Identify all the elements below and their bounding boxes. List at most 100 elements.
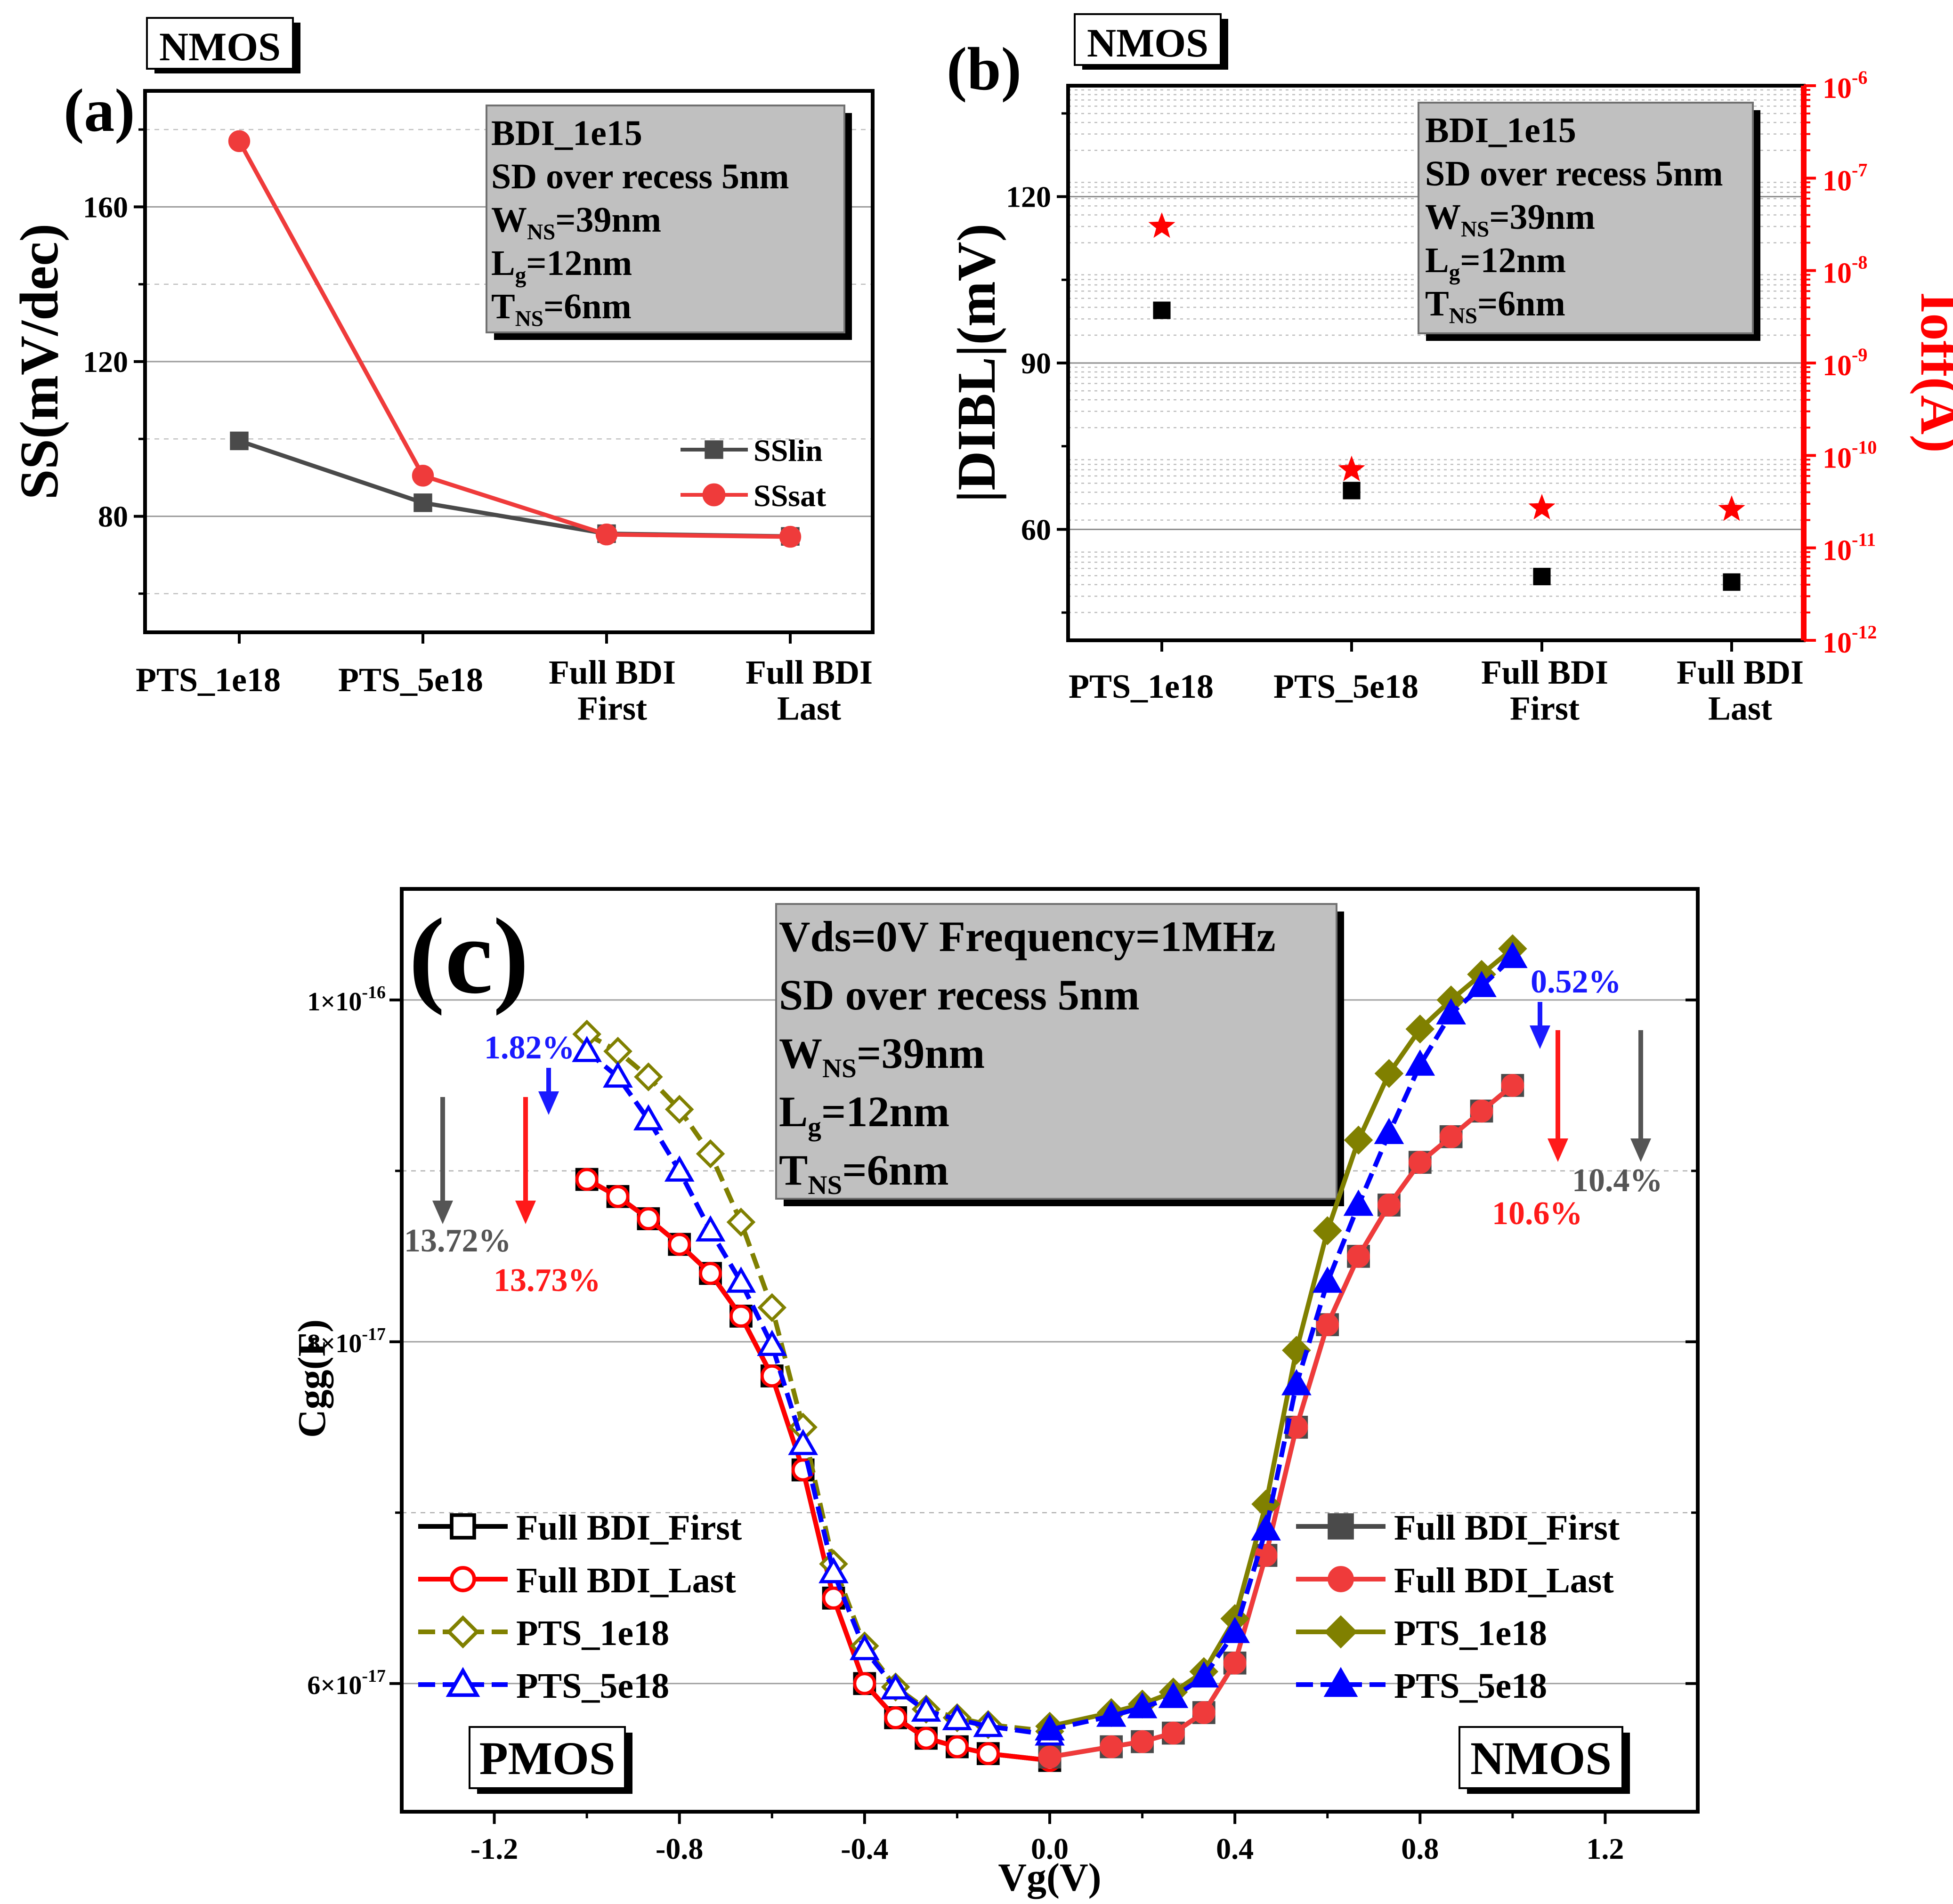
legend-label: Full BDI_Last bbox=[1394, 1561, 1614, 1600]
arrow-head bbox=[1548, 1138, 1568, 1162]
percent-annotation: 13.72% bbox=[404, 1223, 511, 1259]
panel-a-data bbox=[228, 130, 802, 548]
cgg-point-NMOS bbox=[1220, 1617, 1250, 1643]
legend-marker bbox=[450, 1513, 476, 1540]
panel-c-nmos-tag: NMOS bbox=[1459, 1726, 1630, 1794]
panel-a: NMOS (a) BDI_1e15 SD over recess 5nm WNS=3… bbox=[9, 17, 875, 727]
cgg-point-NMOS bbox=[1254, 1544, 1278, 1567]
cgg-point-NMOS bbox=[1378, 1194, 1401, 1217]
legend-label: PTS_1e18 bbox=[1394, 1614, 1547, 1653]
info-line: SD over recess 5nm bbox=[779, 971, 1140, 1019]
cgg-point-NMOS bbox=[1470, 1099, 1493, 1123]
panel-b-axes: 60 90 120 10-12 10-11 10-10 10-9 10-8 10-7 10-6 PT… bbox=[947, 67, 1953, 727]
panel-b-info-box: BDI_1e15 SD over recess 5nmWNS=39nmLg=12n… bbox=[1418, 102, 1760, 341]
category-label: PTS_1e18 bbox=[136, 661, 281, 699]
legend-marker bbox=[446, 1615, 480, 1649]
y2-tick-label: 10-12 bbox=[1823, 621, 1877, 659]
legend-marker bbox=[1328, 1513, 1354, 1540]
x-tick-label: 0.4 bbox=[1216, 1832, 1254, 1865]
y-tick-label: 120 bbox=[1006, 180, 1051, 214]
cgg-point-PMOS bbox=[976, 1742, 1000, 1765]
cgg-point-PMOS bbox=[822, 1586, 845, 1610]
y2-axis-label: Ioff(A) bbox=[1909, 292, 1953, 452]
panel-c-axes: -1.2 -0.8 -0.4 0.0 0.4 0.8 1.2 6×10-17 8×10-17 1×… bbox=[290, 983, 1698, 1899]
cgg-point-PMOS bbox=[915, 1727, 938, 1750]
cgg-point-NMOS bbox=[1313, 1216, 1342, 1245]
info-line: SD over recess 5nm bbox=[491, 157, 789, 196]
panel-b-data bbox=[1148, 212, 1745, 591]
legend-label: PTS_1e18 bbox=[516, 1614, 669, 1653]
legend-label: SSsat bbox=[754, 479, 826, 513]
cgg-point-NMOS bbox=[1127, 1692, 1158, 1718]
y-axis-label: SS(mV/dec) bbox=[9, 224, 70, 500]
cgg-point-PMOS bbox=[760, 1364, 784, 1388]
y-tick-label: 60 bbox=[1021, 513, 1051, 546]
arrow-head bbox=[432, 1201, 453, 1224]
panel-c-legends: Full BDI_First Full BDI_Last PTS_1e18 PTS_5… bbox=[418, 1508, 1620, 1706]
x-tick-label: 0.0 bbox=[1031, 1832, 1069, 1865]
panel-c-info-box: Vds=0V Frequency=1MHz SD over recess 5nm W… bbox=[775, 903, 1344, 1206]
cgg-point-PMOS bbox=[606, 1185, 630, 1208]
cgg-point-NMOS bbox=[1467, 971, 1497, 997]
y2-tick-label: 10-6 bbox=[1823, 67, 1867, 105]
cgg-point-PMOS bbox=[696, 1139, 725, 1169]
cgg-point-PMOS bbox=[729, 1305, 753, 1328]
legend-marker bbox=[450, 1566, 476, 1592]
info-line: WNS=39nm bbox=[491, 200, 661, 245]
data-point-SSsat bbox=[595, 523, 618, 546]
panel-c-pmos-tag: PMOS bbox=[469, 1726, 632, 1794]
legend-label: PTS_5e18 bbox=[516, 1666, 669, 1706]
dibl-point bbox=[1723, 573, 1741, 591]
ioff-point bbox=[1528, 493, 1556, 520]
cgg-point-NMOS bbox=[1343, 1189, 1374, 1216]
panel-b-label: (b) bbox=[947, 35, 1021, 103]
x-tick-label: 1.2 bbox=[1586, 1832, 1624, 1865]
cgg-point-NMOS bbox=[1131, 1730, 1154, 1753]
legend-marker bbox=[446, 1667, 480, 1697]
y-tick-label: 1×10-16 bbox=[307, 983, 386, 1017]
panel-a-tag-text: NMOS bbox=[159, 24, 281, 69]
cgg-point-NMOS bbox=[1158, 1682, 1189, 1708]
cgg-point-PMOS bbox=[633, 1104, 664, 1130]
legend-label: Full BDI_Last bbox=[516, 1561, 736, 1600]
cgg-point-PMOS bbox=[699, 1262, 722, 1285]
cgg-point-PMOS bbox=[757, 1293, 787, 1323]
cgg-point-PMOS bbox=[664, 1155, 695, 1182]
cgg-point-PMOS bbox=[637, 1207, 660, 1230]
info-line: WNS=39nm bbox=[779, 1029, 985, 1083]
cgg-point-PMOS bbox=[946, 1735, 969, 1759]
percent-annotation: 1.82% bbox=[484, 1030, 575, 1066]
cgg-point-NMOS bbox=[1436, 998, 1466, 1025]
legend-marker bbox=[705, 440, 723, 459]
cgg-point-PMOS bbox=[788, 1428, 818, 1455]
cgg-point-NMOS bbox=[1312, 1267, 1343, 1293]
ioff-point bbox=[1718, 495, 1745, 521]
cgg-point-PMOS bbox=[668, 1233, 691, 1256]
percent-annotation: 10.4% bbox=[1572, 1162, 1663, 1199]
category-label: Full BDI First bbox=[1481, 653, 1608, 727]
ioff-point bbox=[1338, 455, 1365, 482]
x-tick-label: -1.2 bbox=[470, 1832, 518, 1865]
cgg-point-NMOS bbox=[1035, 1714, 1065, 1741]
cgg-point-PMOS bbox=[884, 1706, 908, 1729]
cgg-point-NMOS bbox=[1344, 1125, 1373, 1155]
arrow-head bbox=[538, 1091, 559, 1115]
cgg-point-PMOS bbox=[726, 1267, 756, 1293]
panel-b: NMOS (b) BDI_1e15 SD over recess 5nmWNS=3… bbox=[947, 13, 1953, 727]
cgg-point-NMOS bbox=[1347, 1245, 1370, 1268]
y-tick-label: 120 bbox=[83, 345, 128, 379]
dibl-point bbox=[1343, 482, 1361, 500]
panel-c-data bbox=[572, 934, 1528, 1772]
panel-a-device-tag: NMOS bbox=[146, 17, 300, 73]
x-axis-label: Vg(V) bbox=[998, 1856, 1101, 1899]
cgg-point-NMOS bbox=[1192, 1701, 1216, 1724]
legend-label: Full BDI_First bbox=[516, 1508, 742, 1548]
series-line-SSsat bbox=[237, 140, 791, 539]
nmos-tag-text: NMOS bbox=[1470, 1732, 1612, 1784]
y-tick-label: 160 bbox=[83, 190, 128, 224]
cgg-point-PMOS bbox=[973, 1710, 1004, 1737]
cgg-point-NMOS bbox=[1405, 1049, 1435, 1076]
y-tick-label: 8×10-17 bbox=[307, 1324, 386, 1358]
